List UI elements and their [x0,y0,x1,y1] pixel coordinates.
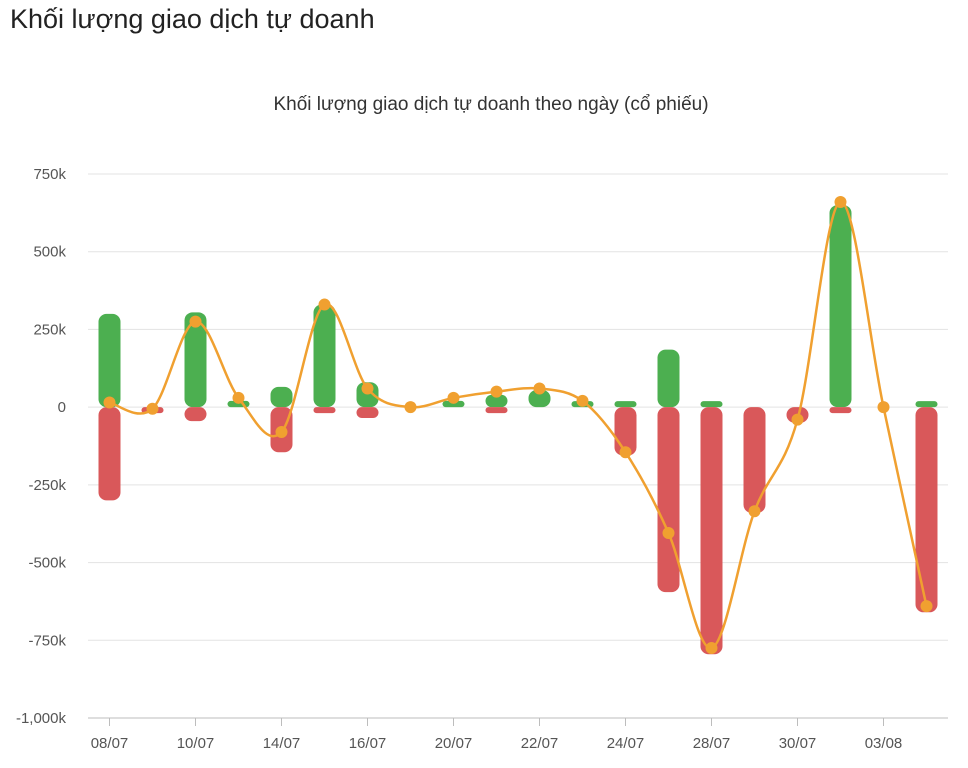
net-line-path [109,200,928,650]
net-line [103,195,933,655]
y-axis: 750k 500k 250k 0 -250k -500k -750k -1,000k [16,166,67,727]
net-line-point [404,401,417,414]
chart-title: Khối lượng giao dịch tự doanh theo ngày … [273,94,708,115]
bar-positive [614,401,637,408]
x-tick-label: 24/07 [607,735,645,752]
net-line-point [232,391,245,404]
y-tick-label: 250k [33,321,66,338]
x-tick-label: 28/07 [693,735,731,752]
net-line-point [275,426,288,439]
bar-negative [657,407,680,593]
bar-positive [313,304,336,408]
bar-positive [184,312,207,408]
bar-positive [485,394,508,408]
page-title: Khối lượng giao dịch tự doanh [10,4,375,34]
bar-positive [98,313,121,408]
bar-negative [313,407,336,414]
y-tick-label: -750k [28,632,66,649]
net-line-point [619,446,632,459]
bar-negative [485,407,508,414]
x-tick-label: 20/07 [435,735,473,752]
bar-negative [829,407,852,414]
bar-negative [743,407,766,513]
bar-positive [442,400,465,408]
net-line-point [877,401,890,414]
x-tick-label: 10/07 [177,735,215,752]
bar-positive [270,386,293,408]
negative-bars [98,407,938,655]
bar-negative [356,407,379,419]
x-tick-label: 03/08 [865,735,903,752]
y-tick-label: 750k [33,166,66,183]
bar-positive [657,349,680,408]
net-line-point [490,385,503,398]
net-line-point [447,391,460,404]
net-line-point [189,315,202,328]
y-tick-label: -500k [28,555,66,572]
net-line-point [748,505,761,518]
x-tick-label: 08/07 [91,735,129,752]
net-line-point [318,298,331,311]
bar-positive [528,390,551,408]
net-line-point [834,195,847,208]
bar-positive [915,401,938,408]
y-tick-label: 500k [33,244,66,261]
net-line-point [920,600,933,613]
y-tick-label: 0 [58,399,66,416]
x-tick-label: 14/07 [263,735,301,752]
gridlines [88,173,948,719]
x-tick-label: 16/07 [349,735,387,752]
x-tick-label: 30/07 [779,735,817,752]
net-line-point [705,642,718,655]
bar-negative [184,407,207,422]
bar-negative [98,407,121,501]
net-line-point [662,527,675,540]
x-tick-label: 22/07 [521,735,559,752]
y-tick-label: -1,000k [16,710,67,727]
x-axis: 08/07 10/07 14/07 16/07 20/07 22/07 24/07 28/07… [88,717,948,752]
bar-negative [915,407,938,613]
bar-positive [700,401,723,408]
net-line-point [146,402,159,415]
net-line-point [576,394,589,407]
net-line-point [533,382,546,395]
bar-positive [829,205,852,408]
net-line-point [791,413,804,426]
positive-bars [98,205,938,408]
bar-negative [700,407,723,655]
net-line-point [361,382,374,395]
net-line-point [103,396,116,409]
y-tick-label: -250k [28,477,66,494]
